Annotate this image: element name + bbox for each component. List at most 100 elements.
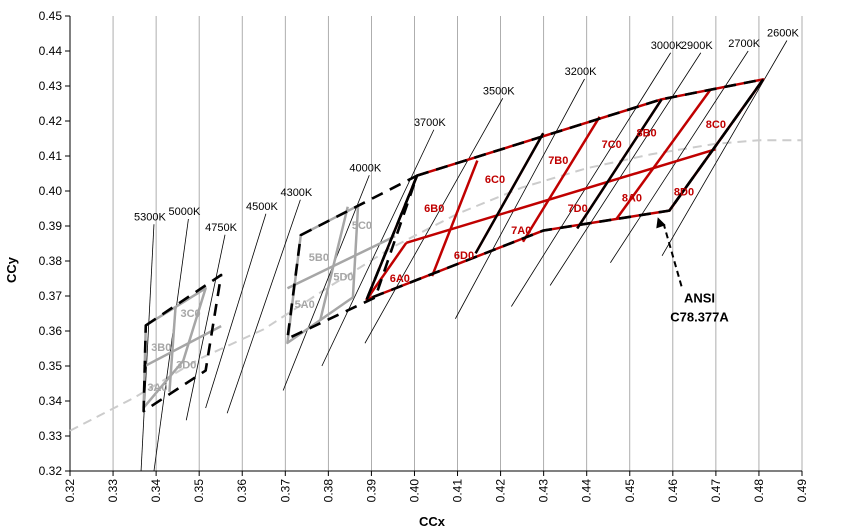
red-bin-divider (405, 148, 716, 244)
y-axis-label: CCy (4, 256, 19, 283)
red-bin-divider (430, 160, 479, 277)
cct-line (455, 78, 585, 319)
x-tick-label: 0.39 (364, 479, 378, 503)
x-axis-label: CCx (419, 514, 446, 529)
black-bin-divider (474, 132, 545, 254)
cct-label: 2900K (681, 40, 713, 52)
cct-line (205, 213, 267, 409)
x-tick-label: 0.45 (623, 479, 637, 503)
bin-labels: 3B0 3C0 3D0 3A0 5B0 5C0 5D0 5A0 6B0 6C0 6D0 6A0 7B0 7… (147, 119, 726, 394)
black-dashed-quadrangles (142, 78, 765, 413)
x-tick-label: 0.40 (407, 479, 421, 503)
red-bin-divider (521, 116, 601, 243)
y-tick-label: 0.35 (39, 359, 63, 373)
black-bin-divider (576, 98, 663, 230)
y-tick-label: 0.33 (39, 429, 63, 443)
bin-label: 6C0 (485, 174, 505, 186)
cct-line (364, 98, 504, 344)
axes: 0.32 0.33 0.34 0.35 0.36 0.37 0.38 0.39 0.40 0.41… (39, 9, 809, 502)
bin-label: 3B0 (151, 342, 171, 354)
y-tick-label: 0.37 (39, 289, 63, 303)
y-tick-label: 0.36 (39, 324, 63, 338)
cct-label: 4500K (246, 201, 278, 213)
cct-line (321, 129, 435, 367)
bin-label: 8C0 (706, 119, 726, 131)
bin-label: 5C0 (352, 220, 372, 232)
ansi-annotation: ANSI C78.377A (656, 217, 729, 324)
bin-label: 7C0 (602, 139, 622, 151)
bin-label: 5D0 (333, 271, 353, 283)
grid (69, 16, 803, 471)
cct-label: 5000K (169, 206, 201, 218)
y-tick-label: 0.41 (39, 149, 63, 163)
y-tick-label: 0.42 (39, 114, 63, 128)
cct-label: 3500K (483, 85, 515, 97)
y-tick-label: 0.38 (39, 254, 63, 268)
bin-label: 7D0 (568, 203, 588, 215)
x-tick-label: 0.46 (666, 479, 680, 503)
gray-bin-divider (168, 307, 177, 392)
bin-label: 3D0 (176, 359, 196, 371)
bin-label: 7B0 (548, 155, 568, 167)
cct-line (282, 175, 370, 391)
black-quadrangle (142, 273, 223, 413)
cct-line (185, 234, 226, 421)
gray-bin-divider (318, 206, 349, 321)
x-tick-label: 0.38 (321, 479, 335, 503)
cct-label: 4750K (205, 222, 237, 234)
gray-bin-divider (286, 235, 396, 290)
cct-line (661, 40, 788, 256)
x-tick-label: 0.37 (278, 479, 292, 503)
gray-bin-divider (143, 324, 222, 368)
red-bin-divider (615, 89, 712, 220)
annotation-text: C78.377A (670, 309, 729, 324)
bin-label: 6A0 (390, 273, 410, 285)
cct-label: 3200K (565, 66, 597, 78)
x-tick-label: 0.49 (795, 479, 809, 503)
cct-label: 4300K (280, 187, 312, 199)
cct-label: 4000K (349, 162, 381, 174)
cct-line (153, 218, 189, 472)
black-bin-divider (365, 175, 419, 300)
y-tick-label: 0.32 (39, 464, 63, 478)
cct-line (226, 199, 301, 414)
annotation-arrow-head (656, 217, 666, 229)
y-tick-label: 0.39 (39, 219, 63, 233)
cct-line (549, 52, 702, 286)
x-tick-label: 0.43 (537, 479, 551, 503)
bin-label: 5B0 (309, 252, 329, 264)
cct-label: 2600K (767, 28, 799, 40)
black-quadrangle (286, 174, 419, 341)
bin-label: 6D0 (454, 250, 474, 262)
bin-label: 3C0 (180, 308, 200, 320)
x-tick-label: 0.36 (235, 479, 249, 503)
black-bin-divider (668, 78, 765, 212)
red-bin-divider (365, 242, 408, 301)
cct-line (140, 224, 155, 472)
x-tick-label: 0.47 (709, 479, 723, 503)
bin-label: 7A0 (511, 225, 531, 237)
y-tick-label: 0.44 (39, 44, 63, 58)
annotation-text: ANSI (684, 290, 715, 305)
y-tick-label: 0.43 (39, 79, 63, 93)
x-tick-label: 0.34 (149, 479, 163, 503)
gray-quadrangle (142, 287, 207, 409)
x-tick-label: 0.32 (63, 479, 77, 503)
bin-label: 8D0 (674, 187, 694, 199)
bin-label: 8A0 (622, 192, 642, 204)
x-tick-label: 0.44 (580, 479, 594, 503)
x-tick-label: 0.33 (106, 479, 120, 503)
y-tick-label: 0.45 (39, 9, 63, 23)
bin-label: 8B0 (636, 128, 656, 140)
cct-line (511, 52, 672, 307)
y-tick-label: 0.40 (39, 184, 63, 198)
bin-label: 6B0 (424, 203, 444, 215)
bin-label: 3A0 (147, 382, 167, 394)
x-tick-label: 0.35 (192, 479, 206, 503)
cct-label: 5300K (134, 211, 166, 223)
cct-label: 3000K (651, 40, 683, 52)
x-tick-label: 0.48 (752, 479, 766, 503)
